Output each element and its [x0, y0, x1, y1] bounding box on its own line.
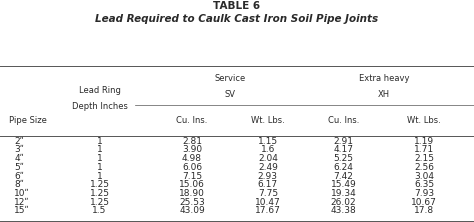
Text: Service: Service [214, 74, 246, 83]
Text: 4.98: 4.98 [182, 154, 202, 163]
Text: 1.15: 1.15 [258, 137, 278, 146]
Text: 2.04: 2.04 [258, 154, 278, 163]
Text: Wt. Lbs.: Wt. Lbs. [251, 116, 285, 125]
Text: 15ʺ: 15ʺ [14, 206, 30, 215]
Text: 6.17: 6.17 [258, 180, 278, 189]
Text: 2.15: 2.15 [414, 154, 434, 163]
Text: Lead Required to Caulk Cast Iron Soil Pipe Joints: Lead Required to Caulk Cast Iron Soil Pi… [95, 14, 379, 24]
Text: 17.8: 17.8 [414, 206, 434, 215]
Text: 2.49: 2.49 [258, 163, 278, 172]
Text: 1: 1 [97, 137, 102, 146]
Text: 5ʺ: 5ʺ [14, 163, 24, 172]
Text: 7.75: 7.75 [258, 189, 278, 198]
Text: XH: XH [378, 90, 390, 99]
Text: 4.17: 4.17 [334, 145, 354, 155]
Text: 2.93: 2.93 [258, 172, 278, 180]
Text: 6.24: 6.24 [334, 163, 354, 172]
Text: 5.25: 5.25 [334, 154, 354, 163]
Text: Extra heavy: Extra heavy [359, 74, 409, 83]
Text: 3.90: 3.90 [182, 145, 202, 155]
Text: 1.19: 1.19 [414, 137, 434, 146]
Text: 17.67: 17.67 [255, 206, 281, 215]
Text: Depth Inches: Depth Inches [72, 102, 128, 111]
Text: 8ʺ: 8ʺ [14, 180, 24, 189]
Text: 1.6: 1.6 [261, 145, 275, 155]
Text: 1.5: 1.5 [92, 206, 107, 215]
Text: 6.35: 6.35 [414, 180, 434, 189]
Text: TABLE 6: TABLE 6 [213, 1, 261, 11]
Text: 2ʺ: 2ʺ [14, 137, 24, 146]
Text: 7.42: 7.42 [334, 172, 354, 180]
Text: 1: 1 [97, 145, 102, 155]
Text: 7.15: 7.15 [182, 172, 202, 180]
Text: 10.47: 10.47 [255, 198, 281, 207]
Text: 4ʺ: 4ʺ [14, 154, 24, 163]
Text: 26.02: 26.02 [331, 198, 356, 207]
Text: 10.67: 10.67 [411, 198, 437, 207]
Text: 18.90: 18.90 [179, 189, 205, 198]
Text: 43.09: 43.09 [179, 206, 205, 215]
Text: 3ʺ: 3ʺ [14, 145, 24, 155]
Text: 15.49: 15.49 [331, 180, 356, 189]
Text: 43.38: 43.38 [331, 206, 356, 215]
Text: Wt. Lbs.: Wt. Lbs. [407, 116, 441, 125]
Text: 7.93: 7.93 [414, 189, 434, 198]
Text: Pipe Size: Pipe Size [9, 116, 47, 125]
Text: 1: 1 [97, 163, 102, 172]
Text: 1.71: 1.71 [414, 145, 434, 155]
Text: 1.25: 1.25 [90, 198, 109, 207]
Text: 19.34: 19.34 [331, 189, 356, 198]
Text: 1: 1 [97, 172, 102, 180]
Text: 6ʺ: 6ʺ [14, 172, 24, 180]
Text: 25.53: 25.53 [179, 198, 205, 207]
Text: Cu. Ins.: Cu. Ins. [328, 116, 359, 125]
Text: 2.81: 2.81 [182, 137, 202, 146]
Text: Lead Ring: Lead Ring [79, 86, 120, 95]
Text: 6.06: 6.06 [182, 163, 202, 172]
Text: 10ʺ: 10ʺ [14, 189, 30, 198]
Text: Cu. Ins.: Cu. Ins. [176, 116, 208, 125]
Text: 1: 1 [97, 154, 102, 163]
Text: 2.56: 2.56 [414, 163, 434, 172]
Text: 2.91: 2.91 [334, 137, 354, 146]
Text: 1.25: 1.25 [90, 189, 109, 198]
Text: 12ʺ: 12ʺ [14, 198, 30, 207]
Text: SV: SV [224, 90, 236, 99]
Text: 3.04: 3.04 [414, 172, 434, 180]
Text: 1.25: 1.25 [90, 180, 109, 189]
Text: 15.06: 15.06 [179, 180, 205, 189]
